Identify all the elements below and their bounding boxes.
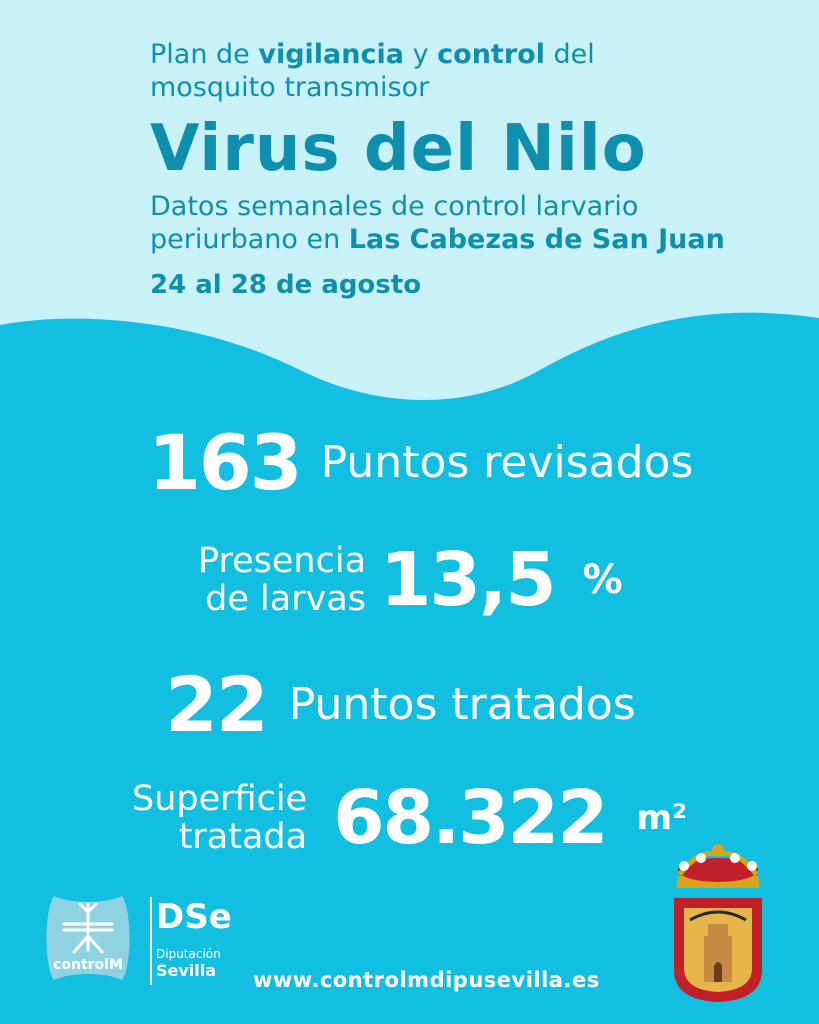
subtitle-line-2: periurbano en Las Cabezas de San Juan: [150, 223, 725, 256]
stat-value: 68.322: [333, 775, 609, 861]
stat-label: Presencia de larvas: [198, 542, 366, 618]
page-title: Virus del Nilo: [150, 112, 647, 186]
control-text: control: [437, 39, 545, 70]
stat-presencia-larvas: Presencia de larvas 13,5 %: [198, 537, 623, 623]
dse-mark: DSe: [156, 897, 232, 937]
stat-superficie-tratada: Superficie tratada 68.322 m²: [132, 775, 687, 861]
mosquito-icon: [62, 902, 114, 954]
periurbano-text: periurbano en: [150, 224, 349, 255]
controlm-logo: controlM: [40, 890, 136, 986]
mosquito-line: mosquito transmisor: [150, 72, 430, 103]
stat-label-line-2: de larvas: [205, 579, 367, 619]
date-range: 24 al 28 de agosto: [150, 270, 422, 300]
stat-label-line-1: Presencia: [198, 541, 367, 581]
plan-text: Plan de: [150, 39, 259, 70]
stat-label: Puntos revisados: [320, 437, 694, 488]
town-crest-icon: [674, 844, 762, 1002]
header-block: Plan de vigilancia y control del mosquit…: [150, 38, 725, 300]
percent-unit: %: [582, 557, 623, 603]
header-wave-background: [0, 0, 819, 400]
subtitle-line-1: Datos semanales de control larvario: [150, 191, 639, 222]
stat-puntos-revisados: 163 Puntos revisados: [148, 418, 693, 507]
stat-value: 22: [165, 660, 269, 749]
y-text: y: [403, 39, 438, 70]
dse-line-2: Sevilla: [156, 961, 217, 980]
stat-label: Superficie tratada: [132, 780, 307, 856]
stat-value: 163: [148, 418, 303, 507]
plan-line: Plan de vigilancia y control del: [150, 38, 725, 71]
website-link[interactable]: www.controlmdipusevilla.es: [253, 968, 600, 992]
stat-label: Puntos tratados: [288, 679, 636, 730]
square-meter-unit: m²: [636, 798, 687, 838]
diputacion-sevilla-logo: DSe Diputación Sevilla: [150, 897, 240, 987]
stat-label-line-1: Superficie: [132, 779, 308, 819]
stat-label-line-2: tratada: [178, 817, 308, 857]
stat-value: 13,5: [380, 537, 557, 623]
dse-divider: [150, 897, 152, 985]
vigilancia-text: vigilancia: [258, 39, 404, 70]
del-text: del: [544, 39, 595, 70]
town-name: Las Cabezas de San Juan: [348, 224, 725, 255]
controlm-label: controlM: [53, 957, 123, 973]
stat-puntos-tratados: 22 Puntos tratados: [165, 660, 636, 749]
controlm-badge-icon: [46, 896, 130, 980]
dse-line-1: Diputación: [156, 947, 221, 961]
